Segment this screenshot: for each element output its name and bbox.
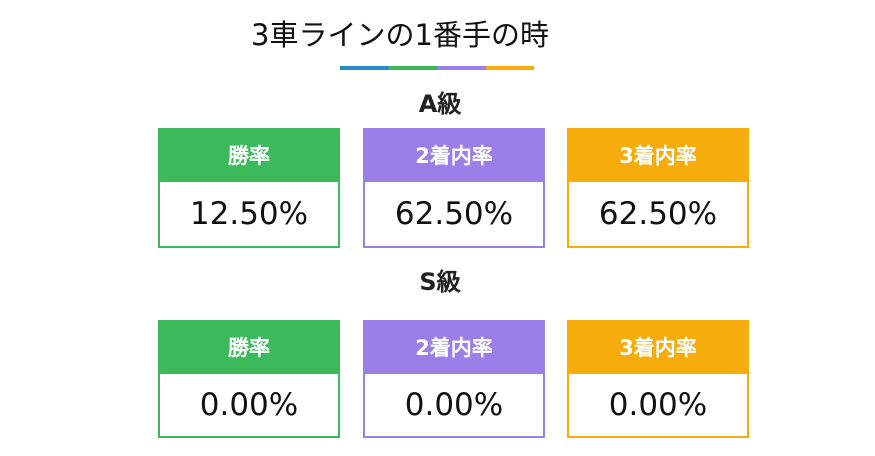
card-label: 勝率 [160,322,338,374]
stat-card: 2着内率 0.00% [363,320,545,438]
stat-card: 2着内率 62.50% [363,128,545,248]
section-label: A級 [418,90,462,118]
stat-card: 勝率 0.00% [158,320,340,438]
card-value: 62.50% [394,196,514,232]
card-value: 0.00% [199,387,299,423]
card-label: 3着内率 [569,130,747,182]
card-value: 0.00% [608,387,708,423]
stat-card: 3着内率 62.50% [567,128,749,248]
card-label: 2着内率 [365,130,543,182]
stat-card: 3着内率 0.00% [567,320,749,438]
card-label: 2着内率 [365,322,543,374]
card-value: 62.50% [598,196,718,232]
card-label: 勝率 [160,130,338,182]
page-title: 3車ラインの1番手の時 [251,18,549,52]
card-value: 0.00% [404,387,504,423]
card-value: 12.50% [189,196,309,232]
title-underline [340,66,534,70]
card-label: 3着内率 [569,322,747,374]
stat-card: 勝率 12.50% [158,128,340,248]
section-label: S級 [419,268,461,296]
